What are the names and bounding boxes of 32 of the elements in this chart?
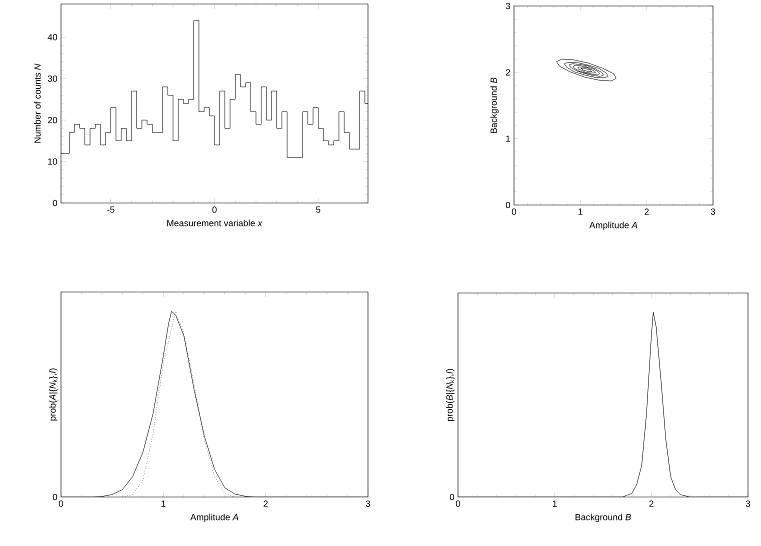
x-tick-label: 0 xyxy=(512,208,516,215)
x-axis-title: Background B xyxy=(576,514,631,522)
x-tick-label: 0 xyxy=(212,206,217,213)
y-tick-label: 1 xyxy=(506,136,510,142)
x-axis-title: Measurement variable x xyxy=(167,220,262,226)
y-tick-label: 0 xyxy=(52,200,58,206)
y-tick-label: 20 xyxy=(48,116,58,124)
y-axis-title: Number of counts N xyxy=(34,64,41,143)
x-tick-label: 1 xyxy=(162,500,166,507)
text: 0 xyxy=(450,494,454,500)
x-tick-label: -5 xyxy=(107,206,114,213)
x-tick-label: 3 xyxy=(366,500,370,507)
x-tick-label: 3 xyxy=(746,500,750,507)
x-tick-label: 2 xyxy=(264,500,268,507)
x-tick-label: 0 xyxy=(456,500,460,507)
y-tick-label: 10 xyxy=(48,158,58,165)
x-axis-title: Amplitude A xyxy=(190,514,238,522)
y-tick-label: 0 xyxy=(506,202,510,208)
x-tick-label: 3 xyxy=(710,208,716,215)
y-axis-title: Background B xyxy=(490,78,499,133)
y-tick-label: 3 xyxy=(506,2,510,10)
x-tick-label: 2 xyxy=(649,500,654,507)
x-tick-label: 5 xyxy=(316,206,320,213)
x-axis-title: Amplitude A xyxy=(589,222,638,230)
y-tick-label: 2 xyxy=(506,69,510,76)
x-tick-label: 2 xyxy=(644,208,649,215)
x-tick-label: 0 xyxy=(58,500,64,507)
y-axis-title: prob(B|{N$_{k}$},I) xyxy=(446,368,454,422)
x-tick-label: 1 xyxy=(552,500,557,507)
y-tick-label: 30 xyxy=(48,75,58,82)
x-tick-label: 1 xyxy=(578,208,582,215)
y-tick-label: 40 xyxy=(48,34,58,40)
